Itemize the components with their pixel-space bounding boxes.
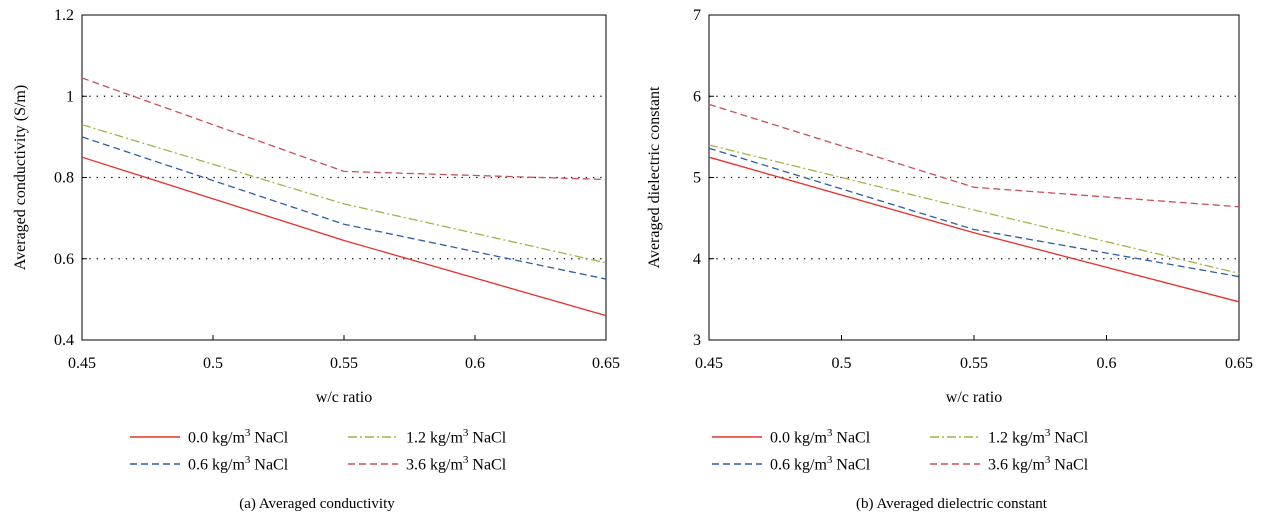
legend-swatch xyxy=(130,463,180,465)
legend-swatch xyxy=(712,463,762,465)
legend-label: 3.6 kg/m3 NaCl xyxy=(406,454,507,474)
legend-label: 0.6 kg/m3 NaCl xyxy=(188,454,289,474)
legend-swatch xyxy=(712,436,762,438)
chart-panel-conductivity: 0.4 0.6 0.8 1 1.2 0.45 0.5 0.55 0.6 0.65 w/c ratio… xyxy=(0,0,634,520)
x-tick-label: 0.5 xyxy=(832,355,852,372)
y-tick-label: 3 xyxy=(693,332,701,349)
series-line-0 xyxy=(81,156,607,317)
series-line-3 xyxy=(81,77,607,181)
y-tick-label: 1.2 xyxy=(54,7,74,24)
x-tick-label: 0.65 xyxy=(1225,355,1253,372)
x-axis-label: w/c ratio xyxy=(946,389,1002,406)
chart-panel-dielectric: 3 4 5 6 7 0.45 0.5 0.55 0.6 0.65 w/c ratio Averaged… xyxy=(634,0,1269,520)
y-tick-label: 0.6 xyxy=(54,251,74,268)
y-tick-label: 0.8 xyxy=(54,170,74,187)
legend-swatch xyxy=(348,463,398,465)
legend-swatch xyxy=(930,463,980,465)
x-tick-label: 0.65 xyxy=(592,355,620,372)
x-tick-label: 0.5 xyxy=(203,355,223,372)
y-tick-label: 6 xyxy=(693,88,701,105)
x-tick-label: 0.45 xyxy=(695,355,723,372)
legend-label: 1.2 kg/m3 NaCl xyxy=(406,427,507,447)
series-line-1 xyxy=(81,136,607,280)
caption-conductivity: (a) Averaged conductivity xyxy=(239,496,395,512)
legend-item: 1.2 kg/m3 NaCl xyxy=(930,427,1088,447)
x-tick-label: 0.55 xyxy=(330,355,358,372)
legend-item: 0.0 kg/m3 NaCl xyxy=(712,427,870,447)
legend-swatch xyxy=(348,436,398,438)
y-tick-label: 5 xyxy=(693,170,701,187)
series-line-2 xyxy=(708,144,1240,275)
legend-item: 0.0 kg/m3 NaCl xyxy=(130,427,288,447)
x-tick-label: 0.6 xyxy=(1097,355,1117,372)
legend-swatch xyxy=(930,436,980,438)
legend-label: 1.2 kg/m3 NaCl xyxy=(988,427,1089,447)
y-tick-label: 7 xyxy=(693,7,701,24)
series-line-0 xyxy=(708,156,1240,303)
legend-item: 1.2 kg/m3 NaCl xyxy=(348,427,506,447)
series-line-3 xyxy=(708,103,1240,208)
x-axis-label: w/c ratio xyxy=(316,389,372,406)
legend-label: 0.0 kg/m3 NaCl xyxy=(770,427,871,447)
legend-item: 0.6 kg/m3 NaCl xyxy=(130,454,288,474)
y-axis-label: Averaged dielectric constant xyxy=(646,86,663,268)
y-axis-label: Averaged conductivity (S/m) xyxy=(12,85,29,270)
series-line-2 xyxy=(81,124,607,264)
conductivity-chart: 0.4 0.6 0.8 1 1.2 0.45 0.5 0.55 0.6 0.65 w/c ratio… xyxy=(12,7,620,406)
dielectric-chart: 3 4 5 6 7 0.45 0.5 0.55 0.6 0.65 w/c ratio Averaged… xyxy=(646,7,1253,406)
legend-item: 3.6 kg/m3 NaCl xyxy=(348,454,506,474)
plot-frame xyxy=(708,14,1240,341)
legend-swatch xyxy=(130,436,180,438)
caption-dielectric: (b) Averaged dielectric constant xyxy=(856,496,1047,512)
x-tick-label: 0.6 xyxy=(465,355,485,372)
legend-item: 3.6 kg/m3 NaCl xyxy=(930,454,1088,474)
y-tick-label: 0.4 xyxy=(54,332,74,349)
legend-label: 0.6 kg/m3 NaCl xyxy=(770,454,871,474)
legend-item: 0.6 kg/m3 NaCl xyxy=(712,454,870,474)
legend-label: 0.0 kg/m3 NaCl xyxy=(188,427,289,447)
x-tick-label: 0.45 xyxy=(68,355,96,372)
y-tick-label: 1 xyxy=(66,88,74,105)
y-tick-label: 4 xyxy=(693,251,701,268)
series-line-1 xyxy=(708,147,1240,278)
x-tick-label: 0.55 xyxy=(960,355,988,372)
legend-label: 3.6 kg/m3 NaCl xyxy=(988,454,1089,474)
